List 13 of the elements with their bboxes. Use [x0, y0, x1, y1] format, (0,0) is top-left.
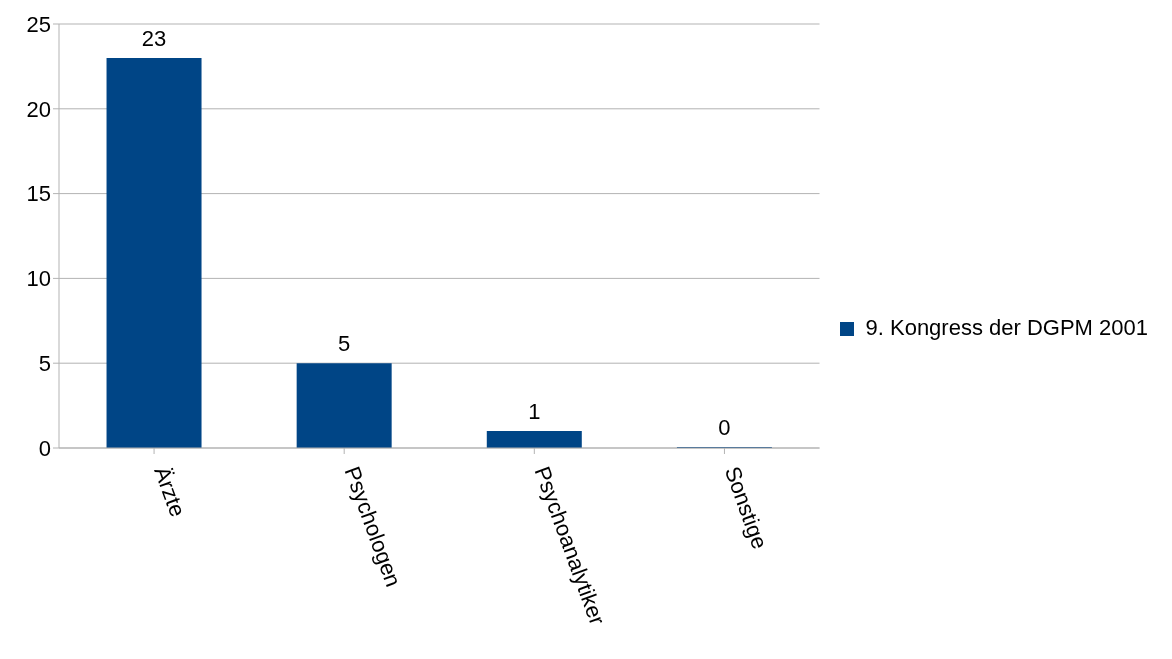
- y-tick-label: 15: [26, 181, 51, 207]
- data-label: 1: [528, 399, 541, 425]
- x-tick-label: Ärzte: [149, 463, 191, 520]
- x-tick-label: Sonstige: [719, 463, 773, 553]
- legend-label: 9. Kongress der DGPM 2001: [865, 315, 1148, 340]
- data-label: 0: [718, 415, 731, 440]
- y-tick-label: 10: [26, 266, 51, 292]
- y-tick-label: 0: [38, 435, 51, 461]
- y-tick-label: 25: [26, 11, 51, 37]
- data-label: 23: [141, 25, 167, 51]
- y-tick-label: 20: [26, 96, 51, 122]
- data-label: 5: [338, 331, 351, 357]
- y-tick-label: 5: [38, 351, 51, 377]
